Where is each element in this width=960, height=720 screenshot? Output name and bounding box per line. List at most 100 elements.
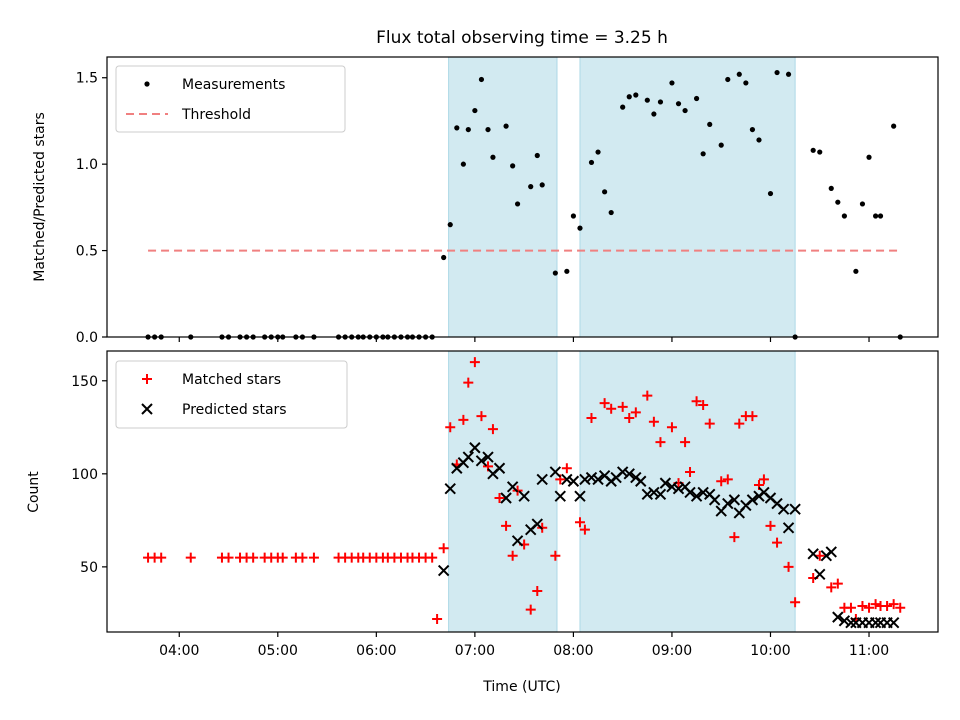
plot-frame <box>106 56 939 338</box>
data-point <box>704 418 715 429</box>
data-point <box>888 599 899 610</box>
legend-box <box>115 360 348 429</box>
data-point <box>297 552 308 563</box>
x-tick-label: 04:00 <box>159 643 199 659</box>
data-point <box>469 442 481 454</box>
data-point <box>869 616 882 629</box>
data-point <box>564 268 570 274</box>
legend-swatch <box>141 403 153 415</box>
data-point <box>549 466 562 478</box>
bottom-y-axis-label: Count <box>26 471 42 513</box>
data-point <box>427 552 438 563</box>
data-point <box>506 481 519 493</box>
plot-panels: 0.0 0.5 1.0 1.5 Measurements Threshold 50 100 15… <box>71 56 939 659</box>
data-point <box>718 142 724 148</box>
data-point <box>655 437 666 448</box>
data-point <box>684 486 696 499</box>
data-point <box>887 616 900 629</box>
data-point <box>853 268 859 274</box>
data-point <box>616 466 629 478</box>
x-tick-label: 06:00 <box>356 643 396 659</box>
data-point <box>828 185 834 191</box>
legend-label: Threshold <box>181 107 251 123</box>
data-point <box>666 422 677 433</box>
panel-ratio: 0.0 0.5 1.0 1.5 Measurements Threshold <box>76 56 939 346</box>
data-point <box>476 411 487 422</box>
data-point <box>783 561 794 572</box>
data-point <box>895 602 906 613</box>
data-point <box>772 537 783 548</box>
data-point <box>817 149 823 155</box>
data-point <box>891 123 897 129</box>
panel-count: 50 100 150 04:00 05:00 06:00 07:00 08:00 09:00 10… <box>71 350 939 659</box>
data-point <box>882 600 893 611</box>
data-point <box>531 518 543 530</box>
data-point <box>807 548 819 560</box>
y-tick-label: 1.0 <box>76 157 98 173</box>
data-point <box>156 552 167 563</box>
data-point <box>588 159 595 166</box>
data-point <box>552 270 558 276</box>
data-point <box>577 225 583 231</box>
data-point <box>525 604 536 615</box>
data-point <box>624 412 635 423</box>
data-point <box>774 69 780 76</box>
data-point <box>651 111 657 117</box>
data-point <box>756 137 762 143</box>
data-point <box>654 488 667 500</box>
data-point <box>659 477 672 489</box>
data-point <box>534 152 540 159</box>
series-predicted-stars <box>437 442 900 629</box>
data-point <box>493 462 506 474</box>
data-point <box>870 599 881 610</box>
data-point <box>707 121 713 128</box>
data-point <box>691 396 702 407</box>
data-point <box>765 520 776 531</box>
y-tick-label: 0.5 <box>76 244 98 260</box>
data-point <box>441 254 447 261</box>
series-matched-stars <box>143 357 906 624</box>
data-point <box>722 497 734 510</box>
data-point <box>550 550 561 561</box>
data-point <box>503 123 509 129</box>
series-measurements <box>145 69 903 340</box>
data-point <box>648 486 660 499</box>
legend-swatch <box>142 374 152 384</box>
data-point <box>648 416 659 427</box>
data-point <box>666 481 678 493</box>
data-point <box>554 490 566 502</box>
data-point <box>447 222 453 228</box>
data-point <box>682 107 688 114</box>
data-point <box>782 522 795 534</box>
data-point <box>832 611 844 623</box>
data-point <box>641 488 654 500</box>
data-point <box>223 552 234 563</box>
data-point <box>872 213 879 219</box>
data-point <box>746 494 759 506</box>
data-point <box>185 552 196 563</box>
data-point <box>592 473 604 486</box>
data-point <box>832 578 843 589</box>
data-point <box>693 95 700 102</box>
data-point <box>454 125 460 131</box>
data-point <box>539 182 545 188</box>
data-point <box>838 615 851 627</box>
data-point <box>602 189 608 195</box>
chart-title: Flux total observing time = 3.25 h <box>376 28 668 48</box>
legend-box <box>115 65 346 133</box>
data-point <box>599 398 610 409</box>
data-point <box>465 126 471 133</box>
data-point <box>669 80 675 86</box>
y-tick-label: 50 <box>80 560 98 576</box>
top-y-axis-label: Matched/Predicted stars <box>32 112 48 282</box>
data-point <box>472 107 478 114</box>
data-point <box>728 494 741 506</box>
data-point <box>248 552 259 563</box>
x-axis-label: Time (UTC) <box>482 679 560 695</box>
data-point <box>835 199 841 205</box>
data-point <box>501 520 512 531</box>
data-point <box>864 602 875 613</box>
data-point <box>620 104 626 110</box>
data-point <box>585 471 598 484</box>
